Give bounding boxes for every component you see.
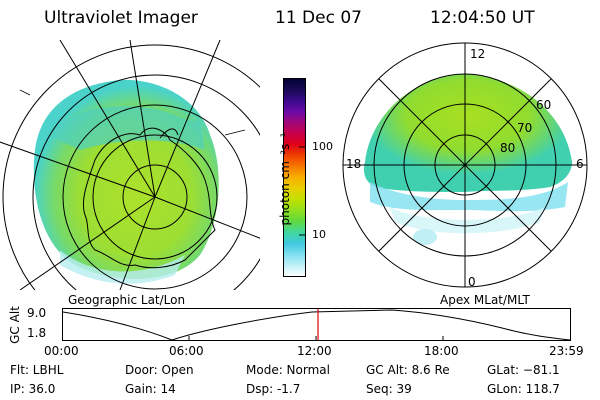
colorbar-tick-100: 100: [312, 140, 333, 153]
glon-value: GLon: 118.7: [487, 382, 560, 396]
colorbar-unit-label: photon cm⁻²s⁻¹: [278, 132, 292, 226]
image-time: 12:04:50 UT: [430, 8, 535, 28]
timeline-ytick-max: 9.0: [27, 306, 47, 320]
timeline-xtick-1800: 18:00: [424, 344, 459, 358]
timeline-ytick-min: 1.8: [27, 326, 47, 340]
ip-value: IP: 36.0: [10, 382, 56, 396]
timeline-xtick-0600: 06:00: [169, 344, 204, 358]
magnetic-panel-label: Apex MLat/MLT: [440, 293, 530, 307]
mlt-label-6: 6: [576, 157, 584, 171]
orbit-altitude-timeline: [62, 308, 571, 341]
timeline-xtick-2359: 23:59: [549, 344, 584, 358]
timeline-xtick-1200: 12:00: [297, 344, 332, 358]
instrument-title: Ultraviolet Imager: [44, 8, 198, 28]
seq-value: Seq: 39: [366, 382, 412, 396]
magnetic-polar-plot: 12 18 6 0 60 70 80: [342, 42, 588, 289]
mlat-label-70: 70: [517, 121, 532, 135]
uv-emission-oval: [363, 74, 572, 192]
timeline-y-label: GC Alt: [7, 306, 22, 344]
timeline-xtick-0000: 00:00: [44, 344, 79, 358]
image-date: 11 Dec 07: [275, 8, 362, 28]
door-value: Door: Open: [125, 363, 194, 377]
gain-value: Gain: 14: [125, 382, 176, 396]
mlt-label-12: 12: [470, 47, 485, 61]
mode-value: Mode: Normal: [246, 363, 330, 377]
mlat-label-60: 60: [536, 98, 551, 112]
colorbar-tick-10: 10: [312, 228, 326, 241]
mlt-label-18: 18: [346, 157, 361, 171]
dsp-value: Dsp: -1.7: [246, 382, 301, 396]
glat-value: GLat: −81.1: [487, 363, 560, 377]
gc-alt-value: GC Alt: 8.6 Re: [366, 363, 450, 377]
altitude-curve: [62, 309, 571, 341]
mlat-label-80: 80: [500, 141, 515, 155]
coastline: [82, 127, 216, 269]
geographic-panel-label: Geographic Lat/Lon: [68, 293, 186, 307]
colorbar: [283, 78, 306, 277]
geographic-map: [0, 40, 260, 290]
filter-value: Flt: LBHL: [10, 363, 64, 377]
mlt-label-0: 0: [468, 275, 476, 289]
